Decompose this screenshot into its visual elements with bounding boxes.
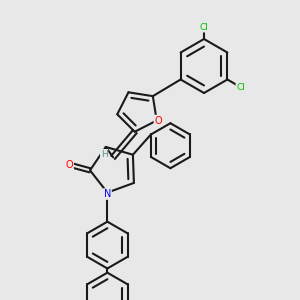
Text: H: H <box>101 150 107 159</box>
Text: O: O <box>154 116 162 125</box>
Text: Cl: Cl <box>236 83 245 92</box>
Text: N: N <box>104 189 111 199</box>
Text: Cl: Cl <box>200 23 208 32</box>
Text: O: O <box>65 160 73 170</box>
